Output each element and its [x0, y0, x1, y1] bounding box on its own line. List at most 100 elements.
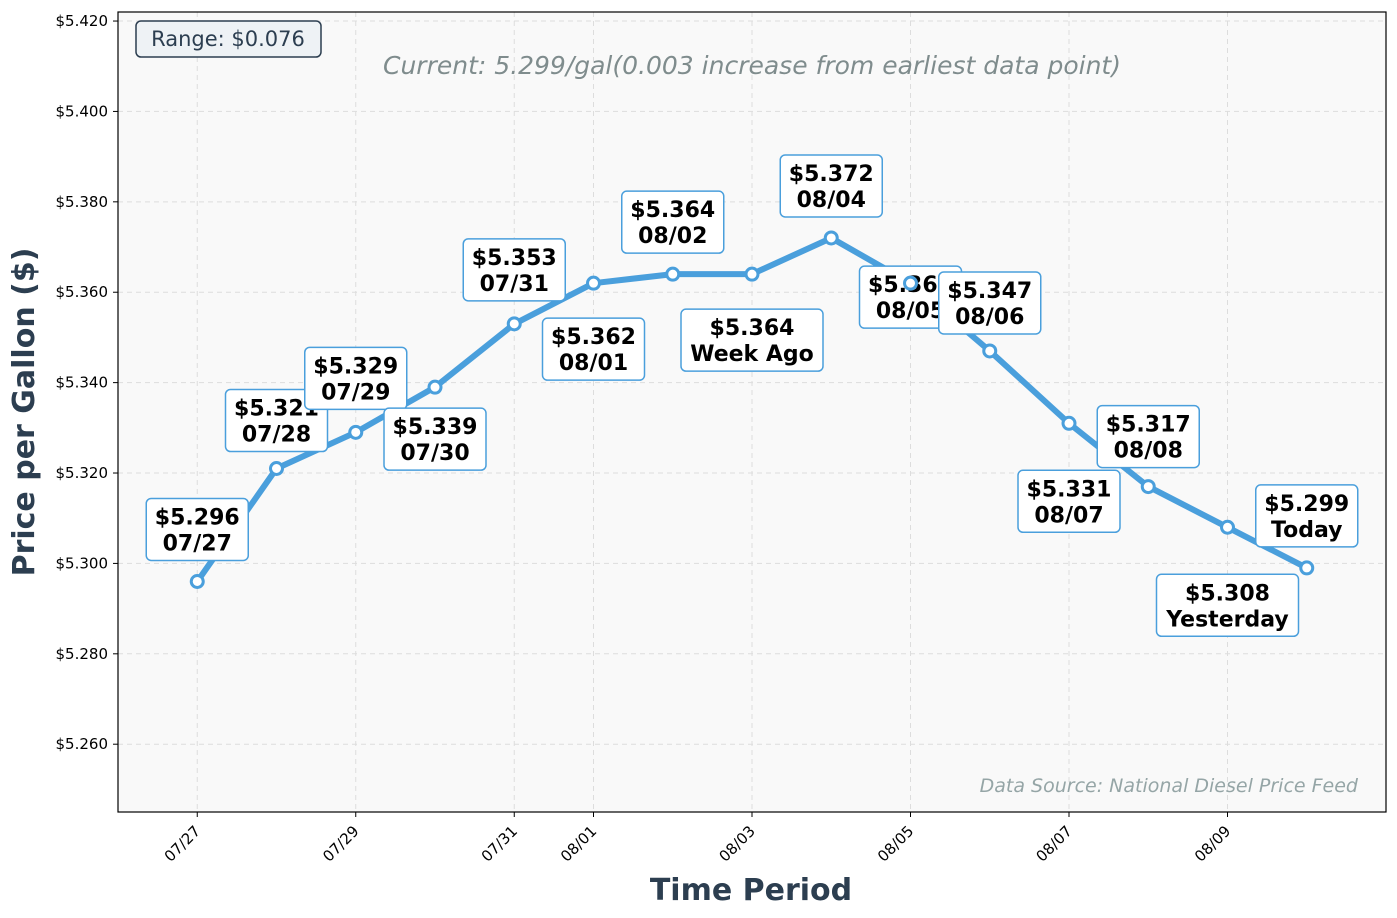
point-label-box: [541, 317, 646, 381]
point-label-box: [1096, 404, 1200, 469]
y-axis-ticks: $5.260 $5.280 $5.300 $5.320 $5.340 $5.360 $5.3…: [56, 12, 118, 753]
x-axis-title: Time Period: [650, 873, 852, 908]
point-label-date: 07/28: [242, 422, 311, 447]
point-label-box: [1255, 484, 1359, 548]
point-label-date: 08/06: [955, 305, 1024, 330]
point-label-date: 08/01: [559, 351, 628, 376]
point-label-price: $5.317: [1106, 413, 1191, 438]
point-label-price: $5.299: [1264, 492, 1349, 517]
data-point: [1140, 479, 1156, 495]
current-price-note: Current: 5.299/gal(0.003 increase from e…: [383, 51, 1121, 80]
y-tick-label: $5.380: [56, 193, 109, 211]
grid-lines: [118, 12, 1386, 812]
point-label-date: 08/07: [1034, 503, 1103, 528]
data-point: [1299, 560, 1315, 576]
point-label-box: [224, 388, 329, 453]
point-label-date: Week Ago: [690, 342, 814, 367]
point-label-date: 07/31: [480, 272, 549, 297]
x-tick-label: 07/29: [319, 822, 362, 865]
y-tick-label: $5.360: [56, 283, 109, 301]
point-label-date: 08/08: [1114, 439, 1183, 464]
point-label-price: $5.353: [472, 246, 557, 271]
data-point: [586, 275, 601, 291]
data-point: [982, 343, 998, 359]
point-label-date: 08/02: [638, 224, 707, 249]
point-label-box: [779, 154, 883, 218]
point-label-date: 08/05: [876, 299, 945, 324]
x-tick-label: 07/31: [478, 822, 521, 865]
data-point: [189, 573, 205, 589]
point-annotations: $5.29607/27$5.32107/28$5.32907/29$5.3390…: [145, 154, 1359, 638]
y-axis-title: Price per Gallon ($): [7, 248, 42, 577]
point-label-date: 07/30: [400, 441, 469, 466]
x-tick-label: 08/09: [1191, 822, 1234, 865]
point-label-box: [145, 497, 249, 562]
data-points: [189, 230, 1315, 589]
point-label-box: [938, 271, 1042, 335]
y-tick-label: $5.280: [56, 645, 109, 663]
point-label-price: $5.362: [551, 325, 636, 350]
data-source-note: Data Source: National Diesel Price Feed: [980, 775, 1359, 797]
point-label-price: $5.364: [630, 198, 715, 223]
point-label-price: $5.339: [393, 415, 478, 440]
range-badge-box: [135, 20, 322, 58]
range-badge: Range: $0.076: [135, 20, 322, 58]
x-axis-ticks: 07/27 07/29 07/31 08/01 08/03 08/05 08/07 08/09: [161, 812, 1234, 865]
point-label-box: [1017, 469, 1121, 534]
point-label-price: $5.364: [710, 316, 795, 341]
point-label-date: 07/27: [163, 531, 232, 556]
data-point: [665, 266, 681, 282]
point-label-price: $5.347: [947, 279, 1032, 304]
plot-frame: [117, 11, 1387, 813]
point-label-price: $5.331: [1027, 477, 1112, 502]
range-badge-text: Range: $0.076: [151, 27, 305, 51]
point-label-price: $5.372: [789, 162, 874, 187]
data-point: [348, 424, 364, 440]
data-point: [427, 379, 443, 395]
point-label-box: [304, 346, 408, 411]
data-point: [1220, 519, 1235, 535]
point-label-date: 08/04: [797, 188, 866, 213]
point-label-date: 07/29: [321, 380, 390, 405]
point-label-date: Today: [1271, 518, 1342, 543]
y-tick-label: $5.320: [56, 464, 109, 482]
data-point: [903, 275, 918, 291]
point-label-box: [383, 407, 487, 471]
x-tick-label: 07/27: [161, 822, 204, 865]
point-label-box: [462, 238, 566, 302]
point-label-price: $5.308: [1185, 581, 1270, 606]
y-tick-label: $5.400: [56, 102, 109, 120]
data-point: [1061, 415, 1077, 431]
data-point: [823, 230, 839, 246]
point-label-price: $5.329: [313, 354, 398, 379]
x-tick-label: 08/01: [557, 822, 600, 865]
x-tick-label: 08/05: [874, 822, 917, 865]
y-tick-label: $5.300: [56, 554, 109, 572]
x-tick-label: 08/07: [1033, 822, 1076, 865]
data-point: [506, 316, 522, 332]
point-label-box: [680, 308, 824, 372]
y-tick-label: $5.340: [56, 374, 109, 392]
data-point: [269, 460, 284, 476]
point-label-date: Yesterday: [1165, 607, 1288, 632]
point-label-box: [1155, 573, 1300, 638]
y-tick-label: $5.260: [56, 735, 109, 753]
x-tick-label: 08/03: [716, 822, 759, 865]
data-point: [744, 266, 760, 282]
point-label-price: $5.296: [155, 505, 240, 530]
